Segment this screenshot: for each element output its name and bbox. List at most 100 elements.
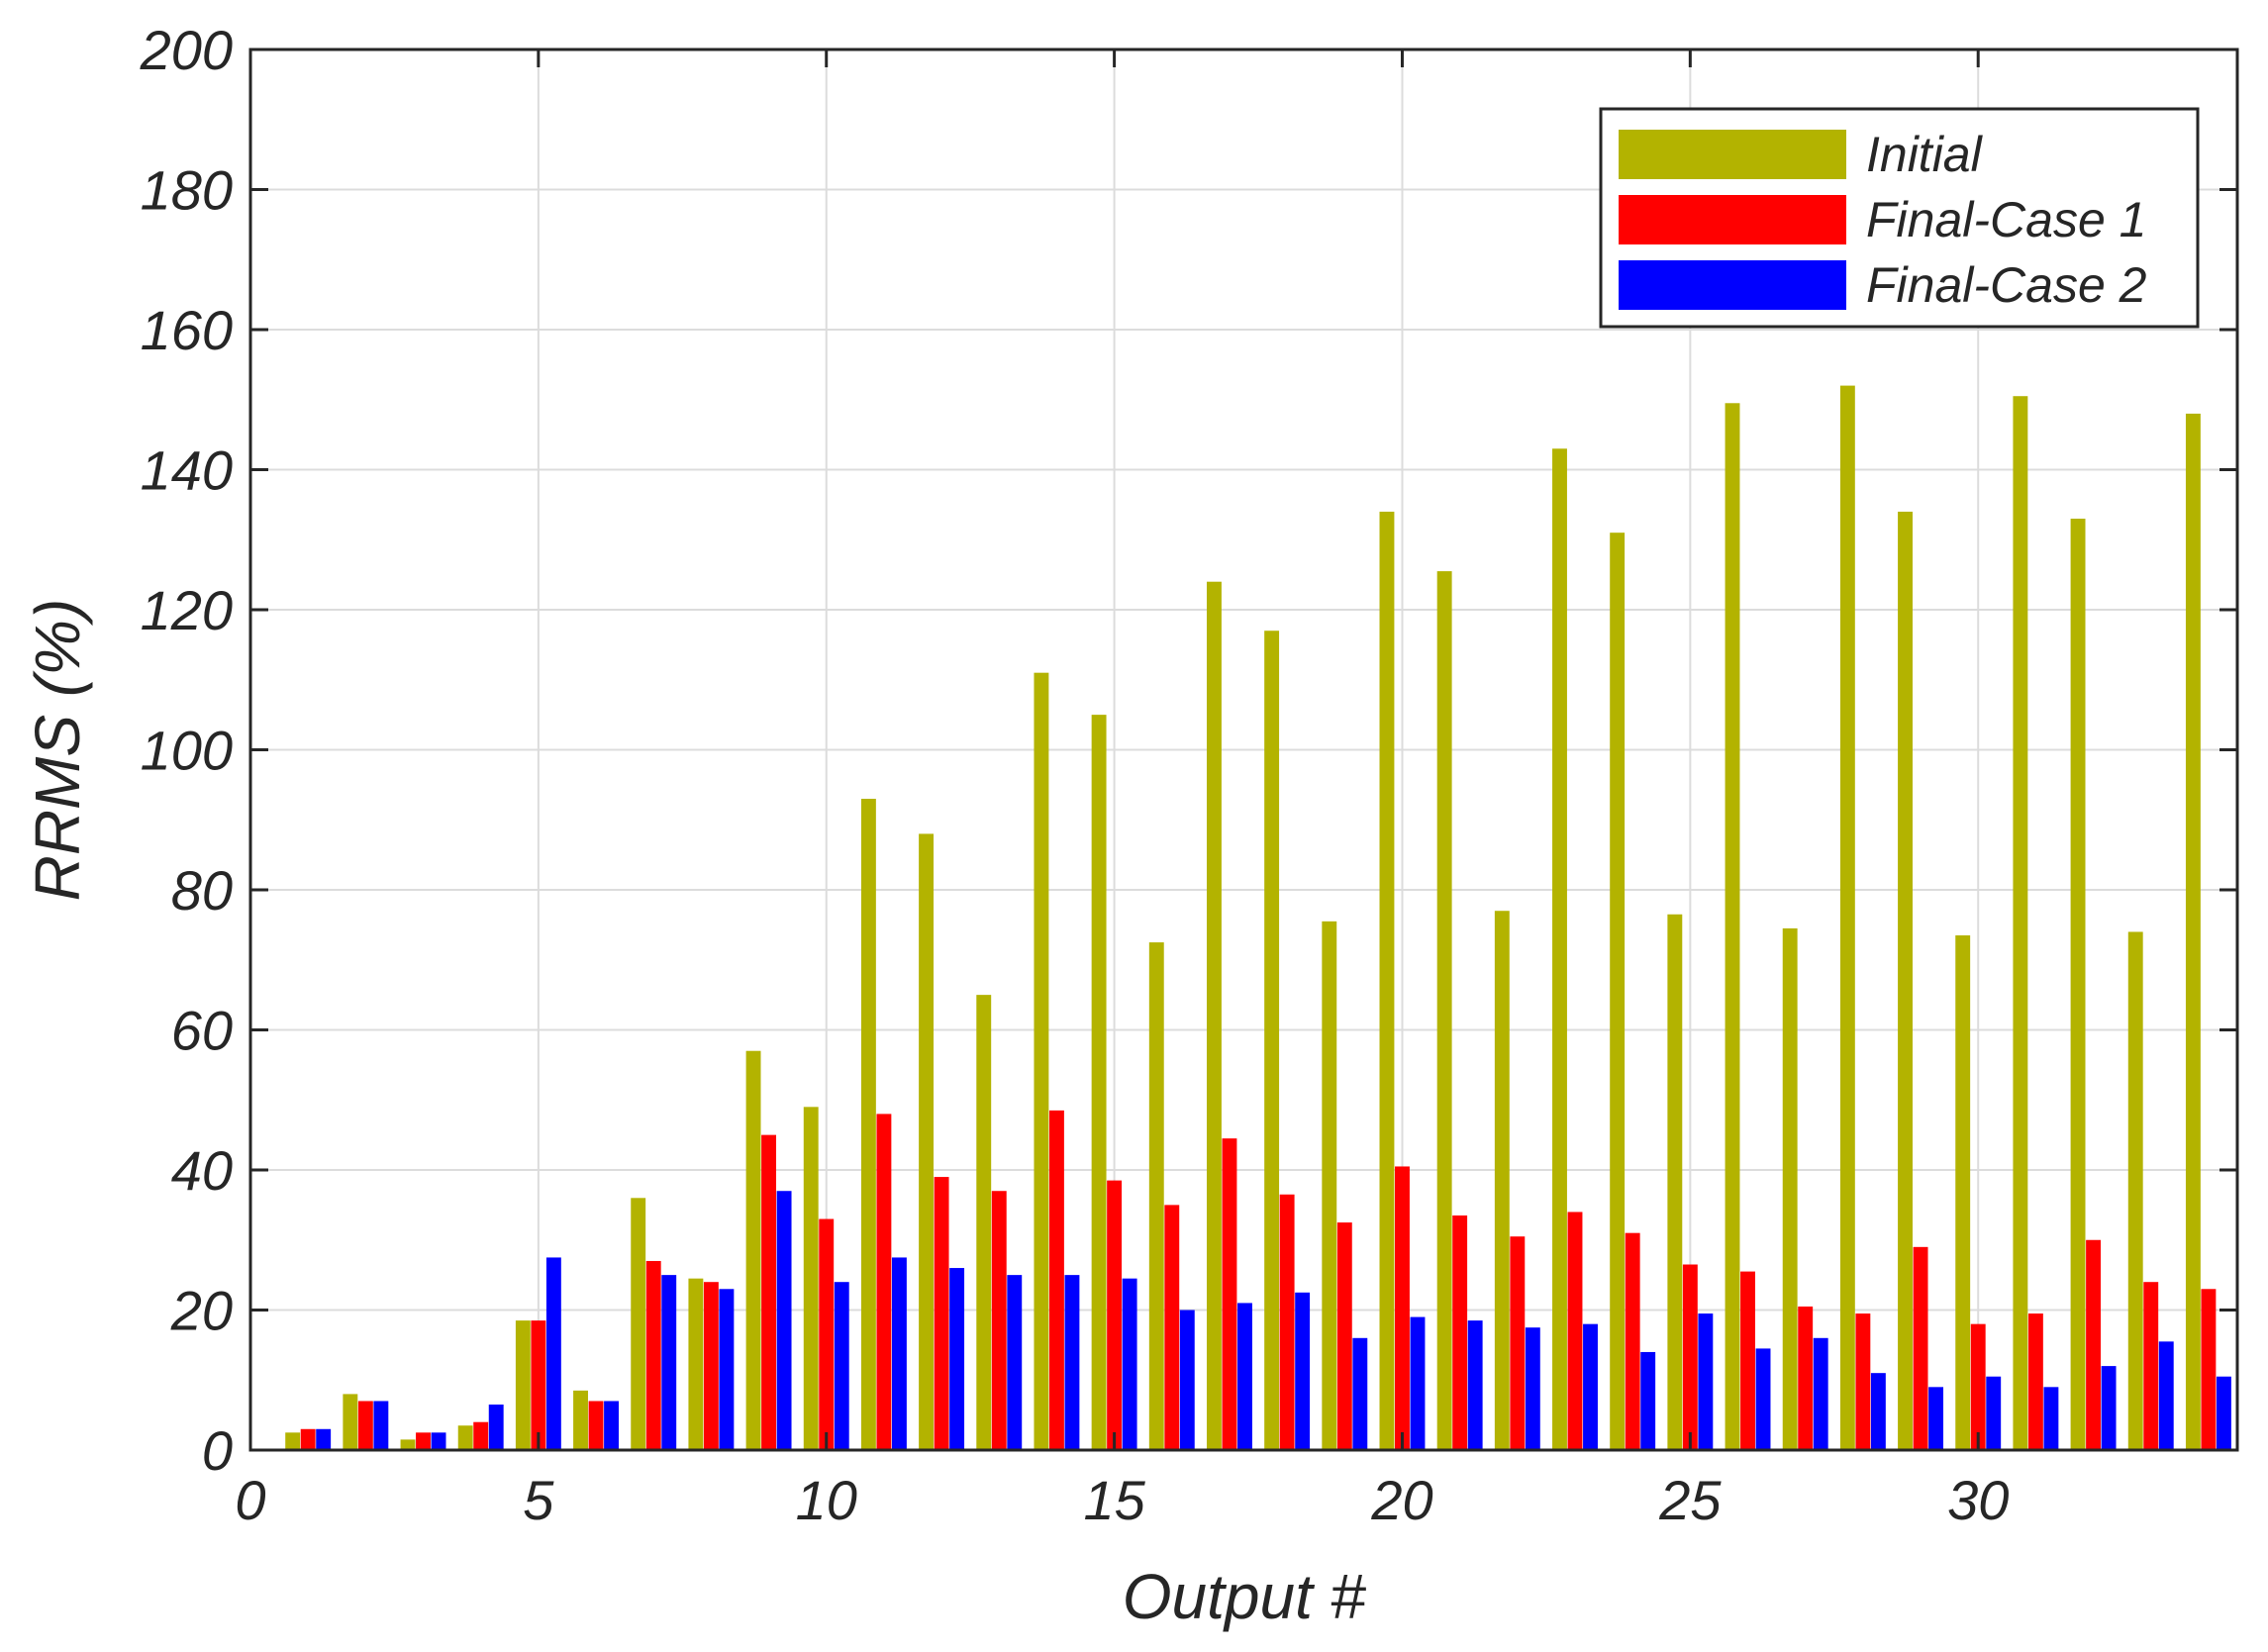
bar-final-case-1-6 (588, 1401, 604, 1450)
bar-final-case-2-22 (1525, 1327, 1540, 1450)
bar-final-case-1-16 (1164, 1205, 1180, 1450)
bar-final-case-1-8 (703, 1282, 719, 1450)
bar-initial-27 (1782, 927, 1798, 1450)
bar-final-case-1-7 (645, 1260, 661, 1450)
bar-final-case-2-6 (604, 1401, 620, 1450)
y-tick-label: 140 (141, 439, 233, 502)
bar-final-case-1-2 (357, 1401, 373, 1450)
bar-final-case-2-13 (1007, 1275, 1023, 1450)
bar-final-case-2-3 (431, 1432, 446, 1450)
y-tick-label: 120 (141, 579, 233, 641)
bar-final-case-2-5 (545, 1257, 561, 1450)
bar-final-case-1-3 (416, 1432, 431, 1450)
y-tick-label: 100 (141, 720, 233, 782)
bar-final-case-2-33 (2158, 1341, 2174, 1450)
bar-initial-16 (1148, 942, 1164, 1450)
bar-final-case-1-1 (300, 1428, 316, 1450)
bar-initial-2 (343, 1394, 358, 1450)
bar-initial-30 (1955, 934, 1971, 1450)
bar-initial-34 (2185, 413, 2201, 1450)
bar-initial-22 (1494, 911, 1510, 1450)
bar-final-case-2-14 (1064, 1275, 1080, 1450)
bar-final-case-2-31 (2043, 1387, 2059, 1450)
bar-initial-26 (1725, 403, 1740, 1451)
bar-final-case-1-34 (2201, 1289, 2217, 1450)
bar-final-case-1-22 (1510, 1236, 1526, 1450)
bar-initial-21 (1436, 571, 1452, 1450)
bar-final-case-2-11 (891, 1257, 907, 1450)
bar-final-case-1-15 (1107, 1180, 1123, 1450)
bar-final-case-1-12 (934, 1177, 949, 1450)
bar-final-case-2-24 (1640, 1351, 1656, 1450)
bar-final-case-2-18 (1295, 1292, 1311, 1450)
bar-final-case-2-20 (1410, 1316, 1426, 1450)
bar-final-case-2-2 (373, 1401, 389, 1450)
x-tick-label: 0 (235, 1469, 265, 1531)
bar-initial-3 (400, 1439, 416, 1450)
bar-final-case-1-24 (1625, 1232, 1640, 1450)
bar-final-case-1-9 (761, 1134, 777, 1450)
bar-final-case-1-25 (1682, 1264, 1698, 1450)
x-tick-label: 5 (523, 1469, 554, 1531)
bar-initial-12 (919, 833, 935, 1450)
bar-final-case-1-10 (819, 1218, 835, 1450)
legend-label-initial: Initial (1866, 127, 1984, 182)
y-axis-title: RRMS (%) (22, 599, 93, 902)
bar-final-case-1-29 (1913, 1246, 1928, 1450)
bar-final-case-1-5 (531, 1320, 546, 1450)
bar-final-case-2-8 (719, 1289, 735, 1450)
bar-final-case-1-30 (1970, 1323, 1986, 1450)
x-tick-label: 20 (1370, 1469, 1432, 1531)
bar-final-case-2-26 (1755, 1348, 1771, 1450)
bar-final-case-2-17 (1237, 1303, 1252, 1450)
bar-initial-8 (688, 1278, 704, 1450)
bar-initial-6 (573, 1390, 588, 1450)
bar-initial-29 (1898, 511, 1913, 1450)
bar-initial-19 (1322, 921, 1337, 1450)
x-tick-label: 15 (1083, 1469, 1145, 1531)
bar-final-case-2-30 (1986, 1376, 2002, 1450)
bar-initial-25 (1667, 914, 1683, 1450)
bar-initial-7 (631, 1198, 646, 1450)
bar-initial-24 (1610, 533, 1626, 1450)
bar-initial-23 (1552, 448, 1567, 1450)
bar-final-case-2-15 (1122, 1278, 1137, 1450)
bar-final-case-2-9 (776, 1191, 792, 1450)
legend: Initial Final-Case 1 Final-Case 2 (1599, 107, 2200, 329)
bar-initial-10 (803, 1107, 819, 1450)
bar-initial-15 (1091, 715, 1107, 1450)
bar-final-case-1-31 (2027, 1313, 2043, 1450)
bar-final-case-1-19 (1336, 1222, 1352, 1450)
bar-final-case-1-4 (473, 1421, 489, 1450)
bar-initial-31 (2013, 396, 2028, 1450)
bar-final-case-1-11 (876, 1114, 892, 1450)
x-tick-label: 25 (1658, 1469, 1722, 1531)
bar-final-case-2-21 (1467, 1320, 1483, 1450)
legend-swatch-final-case-1 (1619, 195, 1846, 244)
bar-final-case-1-33 (2143, 1282, 2159, 1450)
y-tick-label: 180 (141, 159, 233, 222)
bar-final-case-1-21 (1452, 1215, 1468, 1450)
bar-initial-28 (1839, 385, 1855, 1451)
bar-final-case-1-20 (1395, 1166, 1410, 1450)
bar-initial-1 (285, 1432, 301, 1450)
bar-final-case-2-28 (1870, 1373, 1886, 1450)
y-tick-label: 160 (141, 299, 233, 361)
bar-final-case-2-10 (834, 1282, 849, 1450)
bar-initial-20 (1379, 511, 1395, 1450)
y-tick-label: 80 (171, 859, 233, 922)
bar-final-case-2-29 (1928, 1387, 1944, 1450)
x-tick-label: 30 (1947, 1469, 2009, 1531)
bar-final-case-1-17 (1222, 1138, 1237, 1450)
bar-initial-9 (745, 1050, 761, 1450)
bar-initial-5 (515, 1320, 531, 1450)
x-axis-title: Output # (1123, 1561, 1367, 1632)
bar-initial-14 (1034, 672, 1049, 1450)
bar-final-case-2-19 (1352, 1337, 1368, 1450)
y-tick-label: 0 (202, 1419, 233, 1482)
bar-initial-33 (2127, 931, 2143, 1450)
bar-initial-13 (976, 995, 992, 1450)
legend-swatch-final-case-2 (1619, 260, 1846, 310)
bar-final-case-2-27 (1813, 1337, 1828, 1450)
